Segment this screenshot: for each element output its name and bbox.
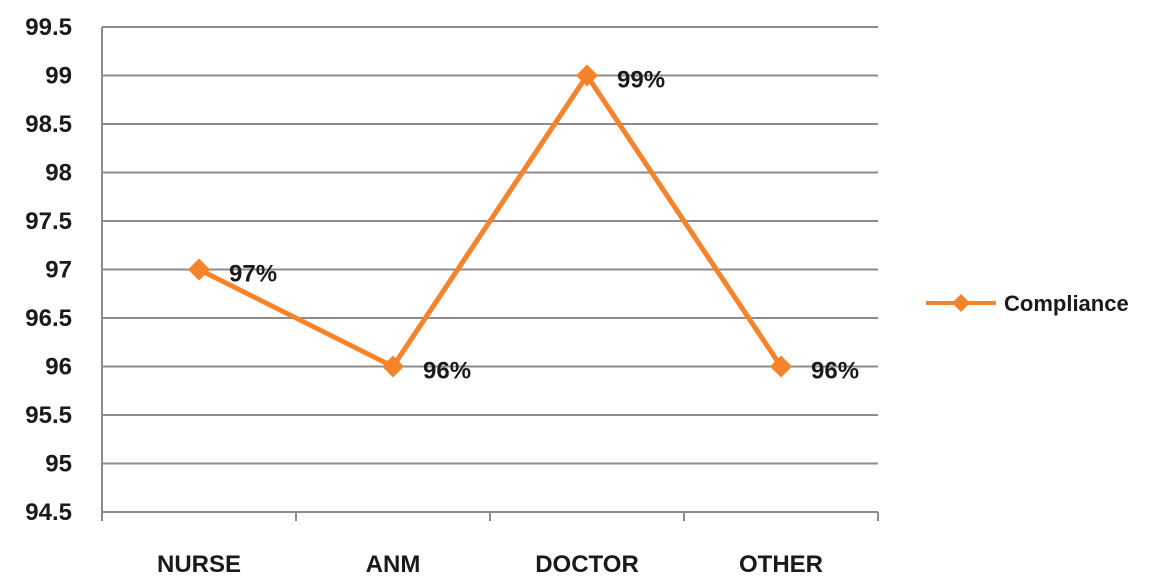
series-compliance	[188, 64, 792, 378]
y-tick-label: 99	[45, 63, 72, 90]
gridlines	[101, 26, 878, 513]
y-tick-label: 95.5	[25, 402, 72, 429]
y-tick-label: 98.5	[25, 111, 72, 138]
x-axis-tick-labels: NURSE ANM DOCTOR OTHER	[157, 551, 823, 576]
legend: Compliance	[926, 291, 1129, 316]
data-point-marker	[576, 64, 598, 87]
data-label: 96%	[423, 358, 471, 385]
legend-label-compliance: Compliance	[1004, 291, 1129, 316]
x-tick-label: OTHER	[739, 551, 823, 576]
data-labels: 97% 96% 99% 96%	[229, 67, 859, 385]
y-tick-label: 98	[45, 160, 72, 187]
y-tick-label: 95	[45, 451, 72, 478]
y-tick-label: 97.5	[25, 208, 72, 235]
x-tick-label: NURSE	[157, 551, 241, 576]
y-tick-label: 94.5	[25, 499, 72, 526]
x-tick-label: ANM	[366, 551, 421, 576]
data-label: 99%	[617, 67, 665, 94]
y-axis-tick-labels: 94.5 95 95.5 96 96.5 97 97.5 98 98.5 99 99.5	[25, 14, 72, 526]
data-point-marker	[770, 355, 792, 378]
y-tick-label: 96	[45, 354, 72, 381]
y-tick-label: 97	[45, 257, 72, 284]
y-tick-label: 96.5	[25, 305, 72, 332]
data-point-marker	[382, 355, 404, 378]
data-label: 97%	[229, 261, 277, 288]
data-point-marker	[188, 258, 210, 281]
series-line-compliance	[197, 70, 784, 370]
x-tick-label: DOCTOR	[535, 551, 639, 576]
x-axis	[101, 512, 879, 521]
legend-diamond-marker	[952, 294, 970, 312]
y-tick-label: 99.5	[25, 14, 72, 41]
data-label: 96%	[811, 358, 859, 385]
